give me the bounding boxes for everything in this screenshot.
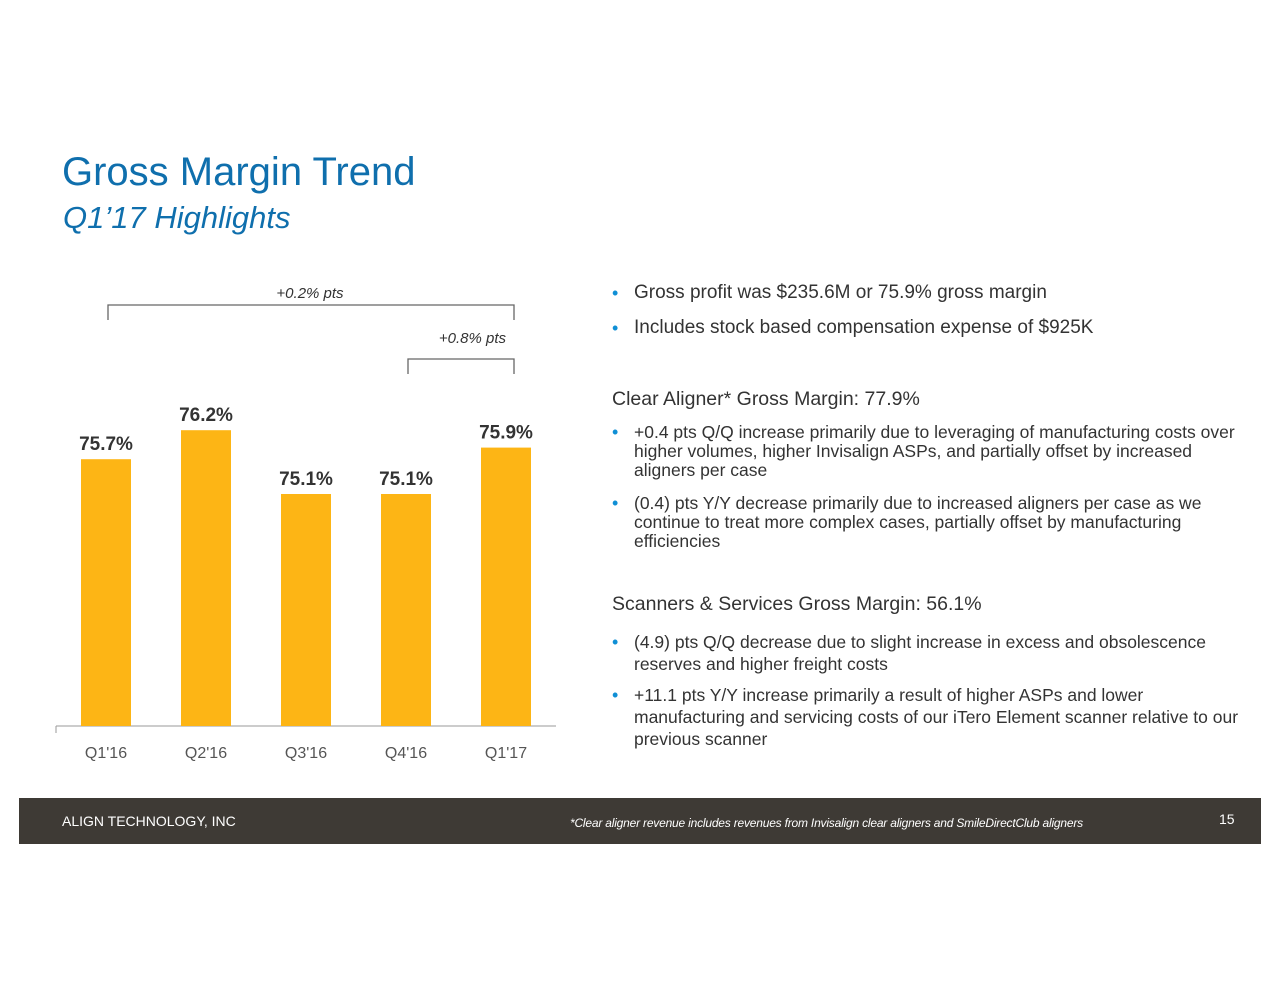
page-subtitle: Q1’17 Highlights: [63, 200, 291, 235]
annotation-bracket: [107, 304, 515, 320]
scanners-bullet: • +11.1 pts Y/Y increase primarily a res…: [612, 684, 1252, 750]
scanners-heading: Scanners & Services Gross Margin: 56.1%: [612, 593, 982, 615]
page-number: 15: [1219, 811, 1235, 827]
x-tick-label: Q4'16: [385, 745, 427, 762]
clear-aligner-bullet: • (0.4) pts Y/Y decrease primarily due t…: [612, 494, 1252, 551]
bullet-rest: primarily due to increased aligners per …: [634, 493, 1202, 551]
scanners-bullet: • (4.9) pts Q/Q decrease due to slight i…: [612, 631, 1252, 675]
highlight-item: • Gross profit was $235.6M or 75.9% gros…: [612, 282, 1252, 304]
bar: [81, 459, 131, 726]
x-tick-label: Q1'16: [85, 745, 127, 762]
data-label: 76.2%: [179, 405, 233, 426]
bullet-lead: +0.4 pts Q/Q increase: [634, 422, 805, 442]
annotation-bracket: [407, 358, 515, 374]
bullet-lead: (0.4) pts Y/Y decrease: [634, 493, 808, 513]
bullet-icon: •: [612, 493, 619, 513]
gross-margin-bar-chart: 75.7% Q1'16 76.2% Q2'16 75.1% Q3'16 75.1% Q4'16…: [55, 285, 556, 762]
bullet-rest: primarily a result of higher ASPs and lo…: [634, 685, 1239, 749]
data-label: 75.1%: [279, 469, 333, 490]
bullet-rest: primarily due to leveraging of manufactu…: [634, 422, 1235, 480]
highlights-panel: • Gross profit was $235.6M or 75.9% gros…: [612, 282, 1252, 750]
bar: [381, 494, 431, 726]
bullet-icon: •: [612, 318, 619, 338]
clear-aligner-heading: Clear Aligner* Gross Margin: 77.9%: [612, 388, 920, 410]
bar: [281, 494, 331, 726]
annotation-label: +0.2% pts: [276, 285, 344, 302]
footer-bar: ALIGN TECHNOLOGY, INC *Clear aligner rev…: [19, 798, 1261, 844]
bullet-lead: (4.9) pts Q/Q decrease: [634, 632, 812, 652]
x-tick-label: Q1'17: [485, 745, 527, 762]
annotation-label: +0.8% pts: [439, 330, 507, 347]
data-label: 75.1%: [379, 469, 433, 490]
bullet-rest: due to slight increase in excess and obs…: [634, 632, 1206, 674]
footnote: *Clear aligner revenue includes revenues…: [570, 816, 1083, 830]
bullet-icon: •: [612, 685, 619, 705]
highlight-text: Gross profit was $235.6M or 75.9% gross …: [634, 282, 1047, 303]
bullet-icon: •: [612, 283, 619, 303]
x-tick-label: Q3'16: [285, 745, 327, 762]
bullet-lead: +11.1 pts Y/Y increase: [634, 685, 809, 705]
company-name: ALIGN TECHNOLOGY, INC: [62, 813, 236, 829]
bar: [481, 447, 531, 726]
bar: [181, 430, 231, 726]
bullet-icon: •: [612, 422, 619, 442]
highlight-item: • Includes stock based compensation expe…: [612, 317, 1252, 339]
bullet-icon: •: [612, 632, 619, 652]
page-title: Gross Margin Trend: [62, 150, 416, 194]
highlight-text: Includes stock based compensation expens…: [634, 317, 1094, 338]
data-label: 75.9%: [479, 423, 533, 444]
clear-aligner-bullet: • +0.4 pts Q/Q increase primarily due to…: [612, 423, 1252, 480]
x-tick-label: Q2'16: [185, 745, 227, 762]
data-label: 75.7%: [79, 434, 133, 455]
